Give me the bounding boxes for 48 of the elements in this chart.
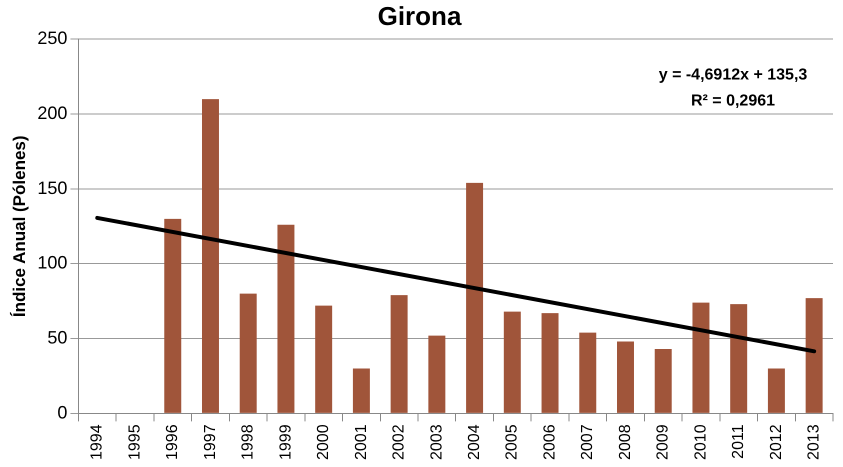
x-tick-label: 2005 <box>504 424 521 460</box>
x-tick-label: 2004 <box>466 424 483 460</box>
bar <box>202 99 219 413</box>
bar <box>428 336 446 413</box>
bar <box>315 306 332 413</box>
x-tick-label: 1999 <box>277 424 294 460</box>
x-tick-label: 1994 <box>88 424 106 460</box>
x-tick-label: 1995 <box>126 424 144 460</box>
y-tick-label: 150 <box>37 178 68 198</box>
x-tick-label: 2008 <box>616 424 634 460</box>
y-tick-label: 200 <box>37 103 68 124</box>
y-axis-title: Índice Anual (Pólenes) <box>8 135 29 318</box>
bar <box>164 218 182 413</box>
bar <box>504 312 521 413</box>
x-tick-label: 2006 <box>541 424 558 460</box>
x-tick-label: 2001 <box>352 424 370 460</box>
x-tick-label: 2012 <box>768 424 785 460</box>
y-tick-label: 0 <box>57 402 68 422</box>
x-tick-label: 2007 <box>579 424 596 460</box>
bar <box>390 295 408 413</box>
x-tick-label: 2010 <box>692 424 710 460</box>
bar <box>277 224 294 413</box>
bar <box>617 342 634 413</box>
x-tick-label: 2013 <box>806 424 823 460</box>
bar <box>654 349 672 413</box>
bar <box>730 304 748 413</box>
y-tick-label: 250 <box>37 28 68 48</box>
x-tick-label: 2003 <box>428 424 446 460</box>
bar <box>579 332 596 413</box>
x-tick-label: 2011 <box>730 424 748 459</box>
y-tick-label: 100 <box>37 252 68 273</box>
y-tick-label: 50 <box>47 328 68 348</box>
x-tick-label: 2000 <box>315 424 332 460</box>
bar <box>352 368 370 413</box>
bar <box>240 294 257 413</box>
x-tick-label: 1997 <box>202 424 219 460</box>
x-tick-label: 1996 <box>164 424 182 460</box>
bar <box>768 368 785 413</box>
x-tick-label: 1998 <box>240 424 257 460</box>
chart-title: Girona <box>378 0 462 31</box>
annotation: y = -4,6912x + 135,3 <box>658 66 808 84</box>
x-tick-label: 2009 <box>654 424 672 460</box>
bar <box>542 313 559 413</box>
bar <box>692 302 710 413</box>
annotation: R² = 0,2961 <box>690 92 776 110</box>
x-tick-label: 2002 <box>390 424 408 460</box>
bar <box>466 182 484 413</box>
bar <box>806 298 823 413</box>
